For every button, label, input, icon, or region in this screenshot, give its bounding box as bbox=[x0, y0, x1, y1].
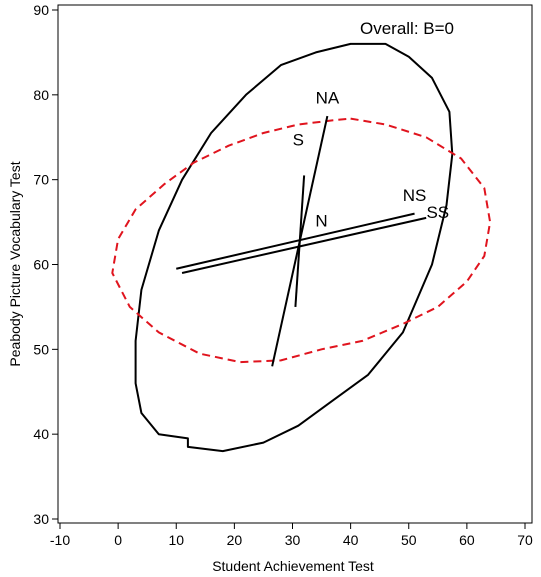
annotation: Overall: B=0 bbox=[360, 19, 454, 38]
x-tick-label: 10 bbox=[168, 532, 184, 548]
y-tick-label: 90 bbox=[33, 2, 49, 18]
y-axis-label: Peabody Picture Vocabulary Test bbox=[7, 161, 23, 366]
x-axis-label: Student Achievement Test bbox=[212, 558, 374, 574]
y-tick-label: 30 bbox=[33, 511, 49, 527]
x-tick-label: 30 bbox=[285, 532, 301, 548]
x-tick-label: 70 bbox=[517, 532, 533, 548]
y-tick-label: 80 bbox=[33, 87, 49, 103]
x-tick-label: -10 bbox=[50, 532, 70, 548]
y-tick-label: 70 bbox=[33, 172, 49, 188]
y-tick-label: 50 bbox=[33, 341, 49, 357]
x-tick-label: 20 bbox=[227, 532, 243, 548]
label-ns: NS bbox=[403, 186, 427, 205]
label-ss: SS bbox=[426, 203, 449, 222]
label-n: N bbox=[315, 211, 327, 230]
y-tick-label: 40 bbox=[33, 426, 49, 442]
x-tick-label: 60 bbox=[459, 532, 475, 548]
label-s: S bbox=[293, 131, 304, 150]
y-tick-label: 60 bbox=[33, 257, 49, 273]
label-na: NA bbox=[316, 88, 340, 107]
x-tick-label: 0 bbox=[114, 532, 122, 548]
x-tick-label: 50 bbox=[401, 532, 417, 548]
x-tick-label: 40 bbox=[343, 532, 359, 548]
line-ns bbox=[176, 212, 415, 270]
dashed-ellipse bbox=[111, 117, 492, 364]
line-ss bbox=[181, 216, 427, 274]
